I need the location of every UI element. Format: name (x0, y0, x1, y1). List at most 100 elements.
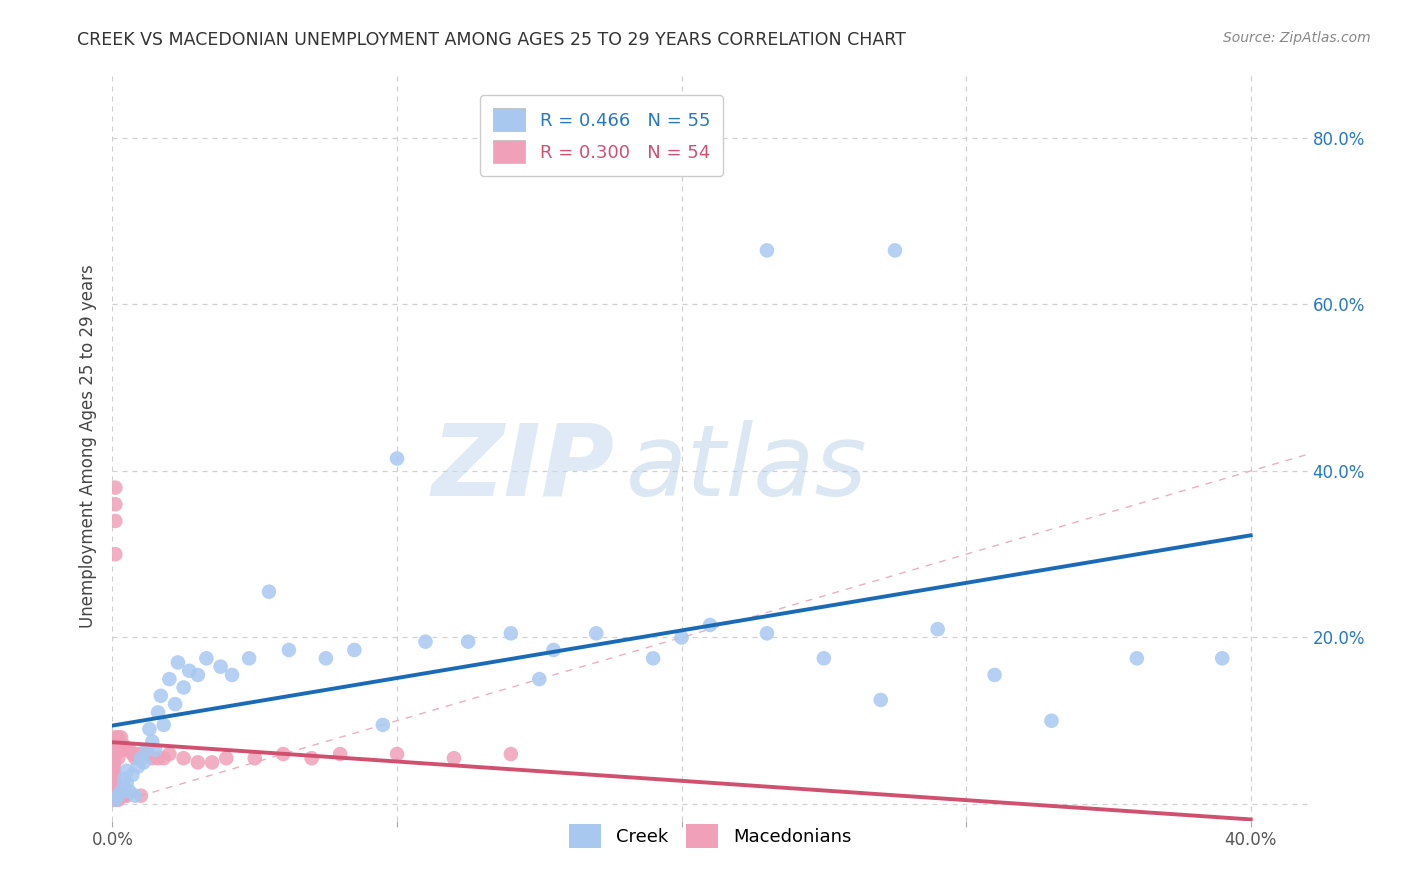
Point (179, 664, 201, 678)
Point (103, 793, 125, 807)
Point (443, 751, 465, 765)
Point (195, 651, 218, 665)
Point (643, 651, 665, 665)
Point (124, 751, 146, 765)
Point (243, 751, 266, 765)
Point (277, 643, 299, 657)
Point (104, 481, 127, 495)
Text: ZIP: ZIP (432, 420, 614, 517)
Point (104, 547, 127, 561)
Text: atlas: atlas (627, 420, 868, 517)
Point (112, 772, 135, 786)
Point (173, 681, 195, 695)
Point (110, 789, 132, 803)
Point (167, 656, 190, 670)
Point (149, 689, 172, 703)
Point (201, 756, 224, 770)
Point (152, 718, 174, 732)
Point (112, 780, 135, 795)
Point (927, 622, 949, 636)
Point (103, 751, 125, 765)
Point (1211, 651, 1233, 665)
Point (157, 747, 180, 761)
Point (315, 651, 337, 665)
Point (415, 634, 437, 648)
Point (127, 759, 149, 773)
Point (107, 743, 129, 757)
Point (385, 451, 408, 466)
Point (221, 668, 243, 682)
Point (118, 743, 141, 757)
Point (157, 672, 180, 686)
Point (371, 718, 394, 732)
Point (143, 743, 166, 757)
Point (499, 747, 522, 761)
Point (115, 776, 138, 790)
Point (110, 731, 132, 745)
Point (103, 759, 125, 773)
Point (755, 626, 778, 640)
Point (209, 659, 232, 673)
Point (104, 731, 127, 745)
Point (107, 789, 129, 803)
Point (585, 626, 607, 640)
Point (238, 651, 260, 665)
Legend: Creek, Macedonians: Creek, Macedonians (560, 815, 860, 856)
Point (103, 780, 125, 795)
Point (813, 651, 835, 665)
Point (301, 751, 323, 765)
Point (104, 734, 127, 748)
Point (104, 514, 127, 528)
Point (132, 756, 155, 770)
Point (129, 789, 152, 803)
Point (755, 244, 778, 258)
Point (146, 751, 169, 765)
Point (112, 739, 135, 753)
Point (121, 768, 143, 782)
Point (103, 789, 125, 803)
Point (107, 731, 129, 745)
Point (103, 756, 125, 770)
Point (124, 789, 146, 803)
Point (983, 668, 1005, 682)
Point (127, 747, 149, 761)
Point (103, 772, 125, 786)
Point (671, 631, 693, 645)
Point (529, 672, 551, 686)
Point (110, 743, 132, 757)
Point (129, 747, 152, 761)
Text: CREEK VS MACEDONIAN UNEMPLOYMENT AMONG AGES 25 TO 29 YEARS CORRELATION CHART: CREEK VS MACEDONIAN UNEMPLOYMENT AMONG A… (77, 31, 907, 49)
Point (118, 784, 141, 798)
Point (103, 768, 125, 782)
Point (138, 722, 160, 736)
Point (129, 751, 152, 765)
Point (141, 751, 163, 765)
Point (152, 751, 174, 765)
Point (104, 793, 127, 807)
Point (103, 764, 125, 778)
Point (107, 793, 129, 807)
Point (141, 734, 163, 748)
Point (215, 751, 238, 765)
Point (187, 756, 209, 770)
Point (173, 751, 195, 765)
Point (135, 747, 157, 761)
Point (104, 747, 127, 761)
Text: Source: ZipAtlas.com: Source: ZipAtlas.com (1223, 31, 1371, 45)
Point (104, 497, 127, 511)
Point (146, 706, 169, 720)
Point (385, 747, 408, 761)
Point (457, 634, 479, 648)
Point (329, 747, 352, 761)
Point (884, 244, 907, 258)
Point (343, 643, 366, 657)
Point (110, 784, 132, 798)
Point (499, 626, 522, 640)
Point (103, 784, 125, 798)
Point (869, 693, 891, 707)
Point (115, 743, 138, 757)
Point (257, 584, 280, 599)
Point (1126, 651, 1149, 665)
Point (115, 764, 138, 778)
Point (104, 739, 127, 753)
